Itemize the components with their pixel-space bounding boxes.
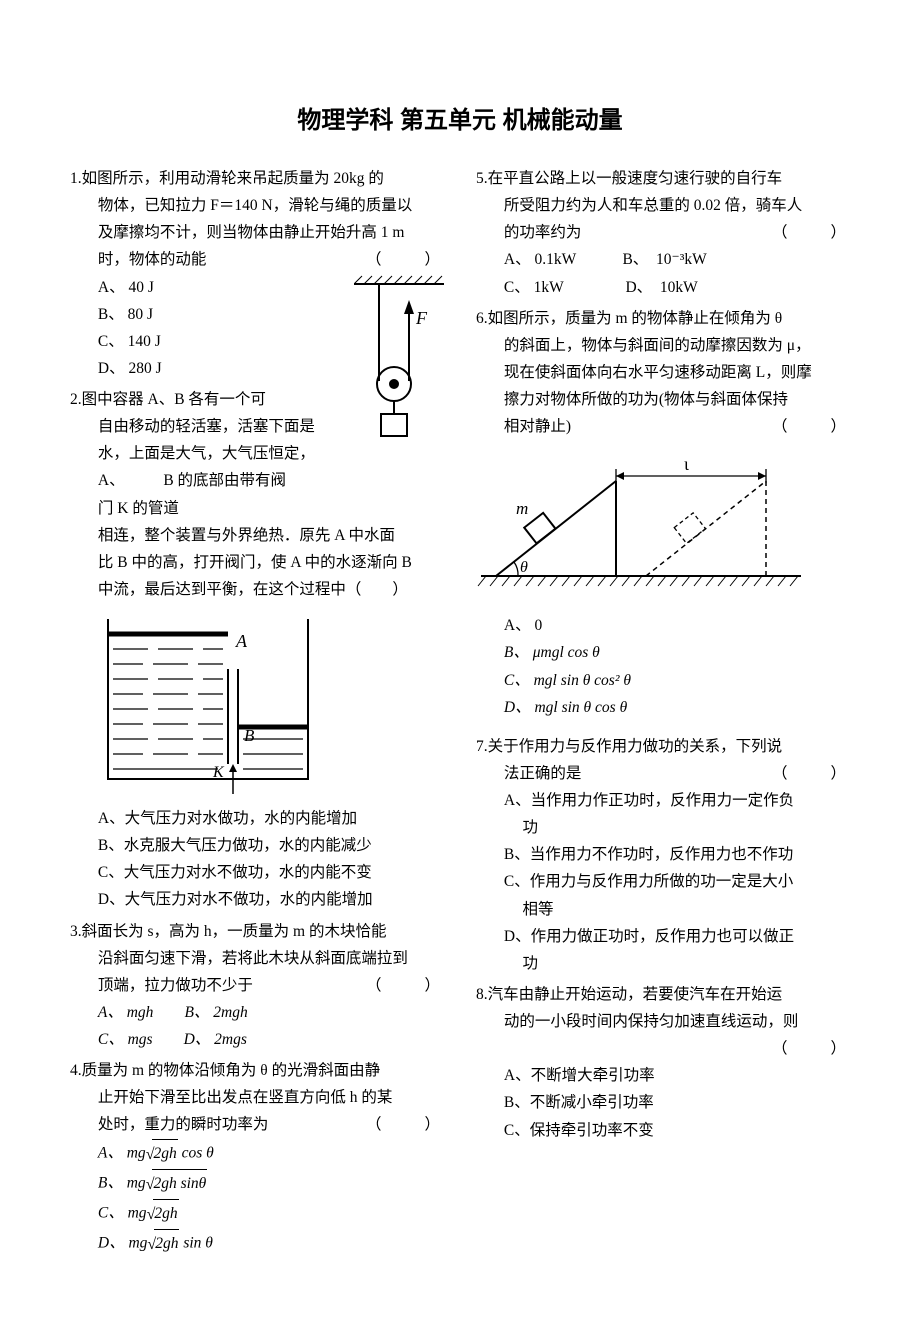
question-5: 5.在平直公路上以一般速度匀速行驶的自行车 所受阻力约为人和车总重的 0.02 … — [476, 165, 850, 301]
q3-l1: 斜面长为 s，高为 h，一质量为 m 的木块恰能 — [82, 923, 387, 940]
q5-CD: C、 1kW D、 10kW — [476, 274, 850, 301]
page-title: 物理学科 第五单元 机械能动量 — [70, 100, 850, 135]
q4-B: B、 mg√2gh sinθ — [70, 1169, 444, 1199]
q7-l1: 关于作用力与反作用力做功的关系，下列说 — [488, 738, 783, 755]
q4-l1: 质量为 m 的物体沿倾角为 θ 的光滑斜面由静 — [82, 1062, 380, 1079]
q1-l4: 时，物体的动能（ ） — [70, 246, 444, 273]
q8-paren-line: （ ） — [476, 1035, 850, 1062]
q5-num: 5. — [476, 170, 488, 187]
svg-text:m: m — [516, 499, 528, 518]
q4-C: C、 mg√2gh — [70, 1199, 444, 1229]
q2-l5: 门 K 的管道 — [70, 495, 444, 522]
q2-l3: 水，上面是大气，大气压恒定， — [70, 440, 444, 467]
q7-A1: A、当作用力作正功时，反作用力一定作负 — [476, 787, 850, 814]
svg-text:θ: θ — [520, 559, 528, 576]
svg-text:A: A — [235, 631, 248, 651]
q7-stem: 7.关于作用力与反作用力做功的关系，下列说 — [476, 733, 850, 760]
q6-B: B、 μmgl cos θ — [476, 639, 850, 666]
q8-A: A、不断增大牵引功率 — [476, 1062, 850, 1089]
q1-l2: 物体，已知拉力 F＝140 N，滑轮与绳的质量以 — [70, 192, 444, 219]
q8-l2: 动的一小段时间内保持匀加速直线运动，则 — [476, 1008, 850, 1035]
q3-paren: （ ） — [366, 972, 444, 999]
q5-paren: （ ） — [772, 219, 850, 246]
q6-l3: 现在使斜面体向右水平匀速移动距离 L，则摩 — [476, 359, 850, 386]
q6-D: D、 mgl sin θ cos θ — [476, 694, 850, 721]
q3-stem: 3.斜面长为 s，高为 h，一质量为 m 的木块恰能 — [70, 918, 444, 945]
question-6: 6.如图所示，质量为 m 的物体静止在倾角为 θ 的斜面上，物体与斜面间的动摩擦… — [476, 305, 850, 721]
q2-l1: 图中容器 A、B 各有一个可 — [82, 391, 266, 408]
question-2: 2.图中容器 A、B 各有一个可 自由移动的轻活塞，活塞下面是 水，上面是大气，… — [70, 386, 444, 914]
q5-l1: 在平直公路上以一般速度匀速行驶的自行车 — [488, 170, 783, 187]
q2-l6: 相连，整个装置与外界绝热．原先 A 中水面 — [70, 522, 444, 549]
question-8: 8.汽车由静止开始运动，若要使汽车在开始运 动的一小段时间内保持匀加速直线运动，… — [476, 981, 850, 1144]
q1-l1: 如图所示，利用动滑轮来吊起质量为 20kg 的 — [82, 170, 384, 187]
q4-D: D、 mg√2gh sin θ — [70, 1229, 444, 1259]
q3-CD: C、 mgs D、 2mgs — [70, 1026, 444, 1053]
q1-l3: 及摩擦均不计，则当物体由静止开始升高 1 m — [70, 219, 444, 246]
page: 物理学科 第五单元 机械能动量 1.如图所示，利用动滑轮来吊起质量为 20kg … — [0, 0, 920, 1335]
q8-l1: 汽车由静止开始运动，若要使汽车在开始运 — [488, 986, 783, 1003]
q7-D1: D、作用力做正功时，反作用力也可以做正 — [476, 923, 850, 950]
q7-D2: 功 — [476, 950, 850, 977]
q4-l3: 处时，重力的瞬时功率为（ ） — [70, 1111, 444, 1138]
q6-C: C、 mgl sin θ cos² θ — [476, 667, 850, 694]
question-4: 4.质量为 m 的物体沿倾角为 θ 的光滑斜面由静 止开始下滑至比出发点在竖直方… — [70, 1057, 444, 1258]
q3-num: 3. — [70, 923, 82, 940]
q2-A: A、大气压力对水做功，水的内能增加 — [70, 805, 444, 832]
question-3: 3.斜面长为 s，高为 h，一质量为 m 的木块恰能 沿斜面匀速下滑，若将此木块… — [70, 918, 444, 1054]
q4-num: 4. — [70, 1062, 82, 1079]
q2-num: 2. — [70, 391, 82, 408]
q6-stem: 6.如图所示，质量为 m 的物体静止在倾角为 θ — [476, 305, 850, 332]
q5-stem: 5.在平直公路上以一般速度匀速行驶的自行车 — [476, 165, 850, 192]
q6-l2: 的斜面上，物体与斜面间的动摩擦因数为 μ， — [476, 332, 850, 359]
q7-C2: 相等 — [476, 896, 850, 923]
q6-num: 6. — [476, 310, 488, 327]
q6-l4: 擦力对物体所做的功为(物体与斜面体保持 — [476, 386, 850, 413]
q4-paren: （ ） — [366, 1111, 444, 1138]
q2-C: C、大气压力对水不做功，水的内能不变 — [70, 859, 444, 886]
q1-paren: （ ） — [366, 246, 444, 273]
q6-figure: θ m — [476, 446, 850, 606]
q4-stem: 4.质量为 m 的物体沿倾角为 θ 的光滑斜面由静 — [70, 1057, 444, 1084]
q2-figure: A K B — [70, 609, 444, 799]
svg-text:K: K — [212, 764, 225, 781]
q2-l7: 比 B 中的高，打开阀门，使 A 中的水逐渐向 B — [70, 549, 444, 576]
q8-stem: 8.汽车由静止开始运动，若要使汽车在开始运 — [476, 981, 850, 1008]
q7-paren: （ ） — [772, 760, 850, 787]
question-1: 1.如图所示，利用动滑轮来吊起质量为 20kg 的 物体，已知拉力 F＝140 … — [70, 165, 444, 382]
q1-num: 1. — [70, 170, 82, 187]
q4-l2: 止开始下滑至比出发点在竖直方向低 h 的某 — [70, 1084, 444, 1111]
svg-text:B: B — [244, 726, 255, 745]
q2-l4: A、 B 的底部由带有阀 — [70, 467, 444, 494]
q6-l5: 相对静止)（ ） — [476, 413, 850, 440]
q5-l2: 所受阻力约为人和车总重的 0.02 倍，骑车人 — [476, 192, 850, 219]
q2-D: D、大气压力对水不做功，水的内能增加 — [70, 886, 444, 913]
q6-paren: （ ） — [772, 413, 850, 440]
q4-A: A、 mg√2gh cos θ — [70, 1139, 444, 1169]
q5-l3: 的功率约为（ ） — [476, 219, 850, 246]
q6-A: A、 0 — [476, 612, 850, 639]
q7-B: B、当作用力不作功时，反作用力也不作功 — [476, 841, 850, 868]
q3-AB: A、 mgh B、 2mgh — [70, 999, 444, 1026]
q7-C1: C、作用力与反作用力所做的功一定是大小 — [476, 868, 850, 895]
q7-l2: 法正确的是（ ） — [476, 760, 850, 787]
q8-B: B、不断减小牵引功率 — [476, 1089, 850, 1116]
q3-l3: 顶端，拉力做功不少于（ ） — [70, 972, 444, 999]
two-column-body: 1.如图所示，利用动滑轮来吊起质量为 20kg 的 物体，已知拉力 F＝140 … — [70, 165, 850, 1285]
q1-figure: F — [354, 274, 444, 444]
q3-l2: 沿斜面匀速下滑，若将此木块从斜面底端拉到 — [70, 945, 444, 972]
q6-l1: 如图所示，质量为 m 的物体静止在倾角为 θ — [488, 310, 783, 327]
svg-text:ι: ι — [684, 454, 689, 474]
q2-l8: 中流，最后达到平衡，在这个过程中（ ） — [70, 576, 444, 603]
question-7: 7.关于作用力与反作用力做功的关系，下列说 法正确的是（ ） A、当作用力作正功… — [476, 733, 850, 977]
q7-num: 7. — [476, 738, 488, 755]
q7-A2: 功 — [476, 814, 850, 841]
q1-stem: 1.如图所示，利用动滑轮来吊起质量为 20kg 的 — [70, 165, 444, 192]
q5-AB: A、 0.1kW B、 10⁻³kW — [476, 246, 850, 273]
q2-B: B、水克服大气压力做功，水的内能减少 — [70, 832, 444, 859]
q8-C: C、保持牵引功率不变 — [476, 1117, 850, 1144]
q8-num: 8. — [476, 986, 488, 1003]
svg-text:F: F — [415, 308, 428, 328]
